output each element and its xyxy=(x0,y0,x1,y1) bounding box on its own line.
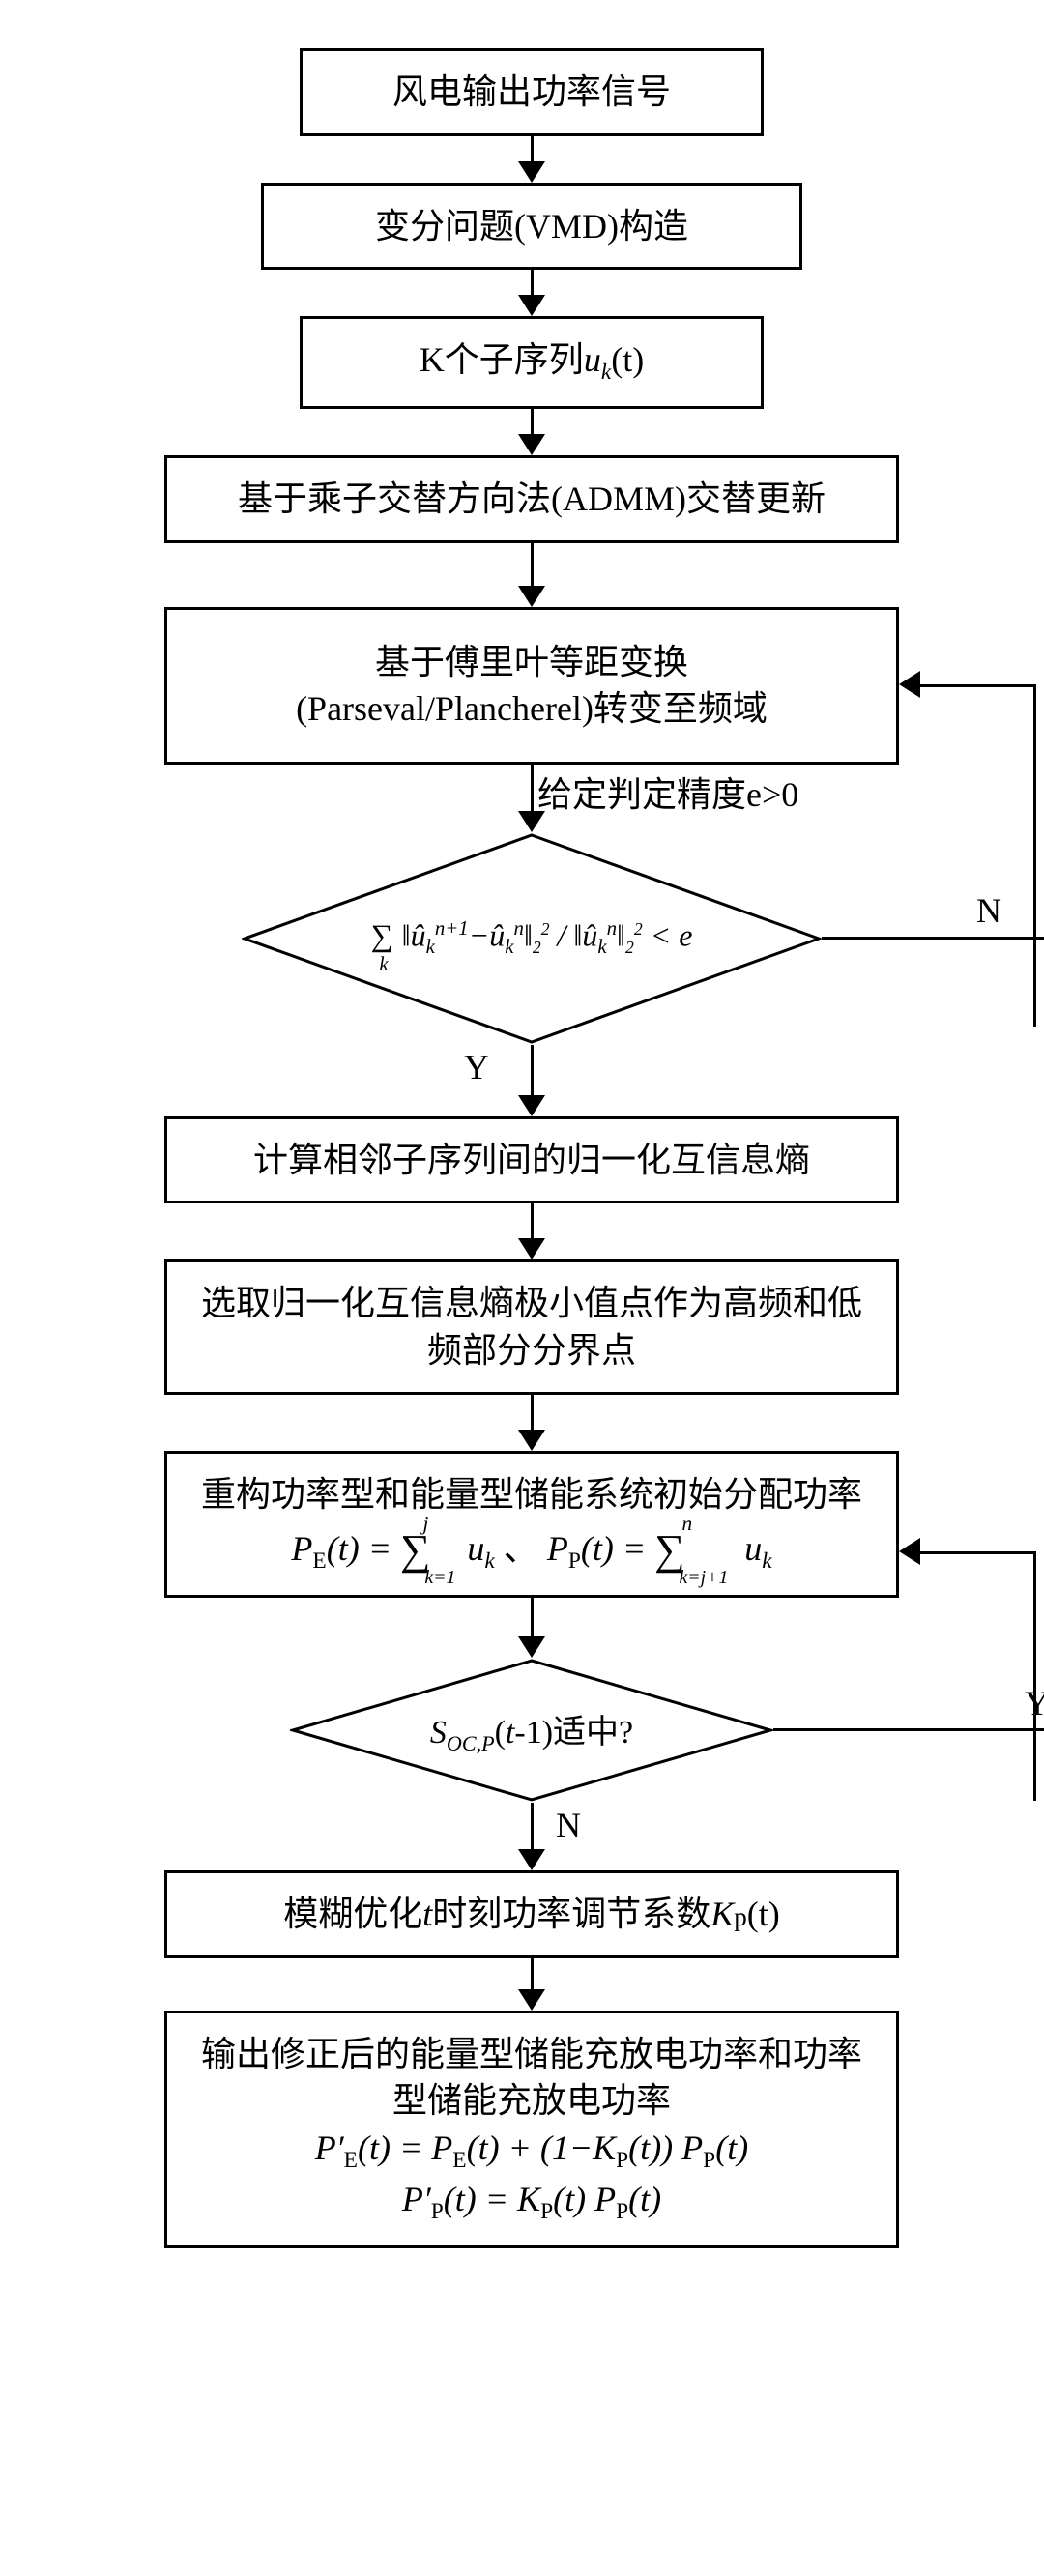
label-no: N xyxy=(976,890,1001,931)
arrow xyxy=(518,270,545,316)
node-reconstruct-power: 重构功率型和能量型储能系统初始分配功率 PE(t) = ∑k=1juk 、 PP… xyxy=(164,1451,899,1598)
arrow xyxy=(518,409,545,455)
decision-text: SOC,P(t-1)适中? xyxy=(290,1658,773,1803)
node5-anchor: 基于傅里叶等距变换 (Parseval/Plancherel)转变至频域 xyxy=(164,607,899,765)
feedback-line-n xyxy=(920,684,1036,1027)
feedback-arrowhead-y xyxy=(899,1538,920,1565)
node-text: 选取归一化互信息熵极小值点作为高频和低频部分分界点 xyxy=(201,1284,862,1370)
branch-line-y xyxy=(773,1728,1044,1731)
label-yes: Y xyxy=(464,1047,489,1087)
node-fuzzy-optimize: 模糊优化t时刻功率调节系数Kp(t) xyxy=(164,1870,899,1958)
node-output-corrected: 输出修正后的能量型储能充放电功率和功率型储能充放电功率 P′E(t) = PE(… xyxy=(164,2011,899,2249)
arrow-with-label: 给定判定精度e>0 xyxy=(518,765,545,832)
node-fourier-transform: 基于傅里叶等距变换 (Parseval/Plancherel)转变至频域 xyxy=(164,607,899,765)
decision-formula: ∑k‖ûkn+1−ûkn‖22 / ‖ûkn‖22 < e xyxy=(242,832,822,1045)
arrow xyxy=(518,543,545,607)
separator: 、 xyxy=(504,1529,538,1568)
flowchart-root: 风电输出功率信号 变分问题(VMD)构造 K个子序列uk(t) 基于乘子交替方向… xyxy=(135,48,928,2248)
feedback-arrowhead xyxy=(899,671,920,698)
node-text: 时刻功率调节系数 xyxy=(432,1895,710,1933)
arrow xyxy=(518,1958,545,2011)
arrow xyxy=(518,1395,545,1451)
node8-anchor: 重构功率型和能量型储能系统初始分配功率 PE(t) = ∑k=1juk 、 PP… xyxy=(164,1451,899,1598)
arrow xyxy=(518,136,545,183)
node-text: 变分问题(VMD)构造 xyxy=(375,207,688,246)
node-k-subsequences: K个子序列uk(t) xyxy=(300,316,764,409)
decision-convergence: ∑k‖ûkn+1−ûkn‖22 / ‖ûkn‖22 < e N Y xyxy=(242,832,822,1045)
math-var: K xyxy=(710,1895,734,1933)
math-arg: (t) xyxy=(747,1895,780,1933)
math-arg: (t) xyxy=(611,340,644,379)
precision-label: 给定判定精度e>0 xyxy=(537,767,798,817)
math-sub: p xyxy=(734,1902,747,1931)
arrow xyxy=(518,1598,545,1658)
label-no-2: N xyxy=(556,1805,581,1845)
arrow xyxy=(518,1803,545,1870)
node-select-min-point: 选取归一化互信息熵极小值点作为高频和低频部分分界点 xyxy=(164,1259,899,1394)
node-text: K个子序列 xyxy=(420,340,584,379)
node-text: 输出修正后的能量型储能充放电功率和功率型储能充放电功率 xyxy=(201,2035,862,2121)
node-vmd-construct: 变分问题(VMD)构造 xyxy=(261,183,802,271)
node-text: 模糊优化 xyxy=(283,1895,422,1933)
branch-line-n xyxy=(822,937,1044,940)
math-sub: k xyxy=(601,360,611,385)
decision-soc-moderate: SOC,P(t-1)适中? Y N xyxy=(290,1658,773,1803)
math-var: t xyxy=(422,1895,432,1933)
label-yes-2: Y xyxy=(1025,1683,1044,1723)
node-admm-update: 基于乘子交替方向法(ADMM)交替更新 xyxy=(164,455,899,543)
node-input-signal: 风电输出功率信号 xyxy=(300,48,764,136)
math-var: u xyxy=(584,340,601,379)
node-mutual-info-entropy: 计算相邻子序列间的归一化互信息熵 xyxy=(164,1116,899,1204)
node-text: 基于乘子交替方向法(ADMM)交替更新 xyxy=(238,479,826,518)
arrow xyxy=(518,1203,545,1259)
feedback-line-y xyxy=(920,1551,1036,1801)
node-text: 风电输出功率信号 xyxy=(392,72,671,111)
arrow xyxy=(518,1045,545,1116)
node-text: 基于傅里叶等距变换 xyxy=(375,643,688,681)
node-text: (Parseval/Plancherel)转变至频域 xyxy=(296,689,768,728)
node-text: 计算相邻子序列间的归一化互信息熵 xyxy=(253,1141,810,1179)
node-text: 重构功率型和能量型储能系统初始分配功率 xyxy=(201,1475,862,1514)
